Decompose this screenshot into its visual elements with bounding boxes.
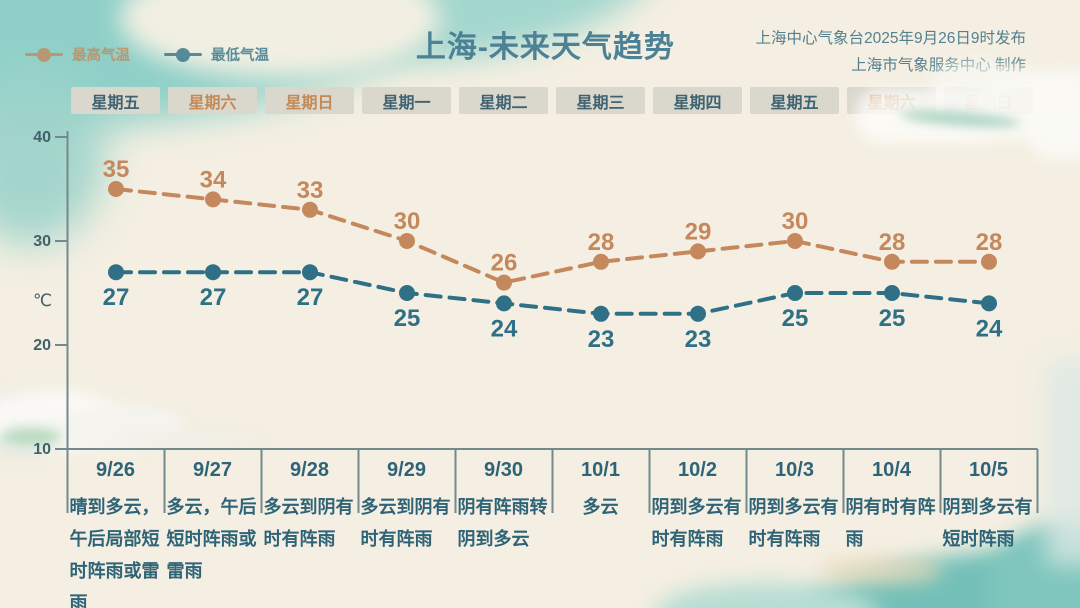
high-temp-point [981, 253, 997, 270]
forecast-condition: 多云，午后短时阵雨或雷雨 [166, 497, 257, 581]
forecast-date: 9/28 [290, 459, 329, 481]
low-temp-point [108, 264, 124, 281]
daily-forecast-table: 9/26 晴到多云，午后局部短时阵雨或雷雨 9/27 多云，午后短时阵雨或雷雨 9/28… [67, 449, 1037, 608]
high-temp-value-label: 33 [297, 177, 324, 204]
forecast-day-column: 9/27 多云，午后短时阵雨或雷雨 [164, 449, 261, 608]
high-temp-point [884, 253, 900, 270]
forecast-day-column: 10/1 多云 [552, 449, 649, 608]
high-temp-value-label: 26 [491, 250, 518, 277]
high-temp-point [690, 243, 706, 260]
high-temp-point [593, 253, 609, 270]
low-temp-value-label: 27 [200, 284, 227, 311]
forecast-day-column: 10/2 阴到多云有时有阵雨 [649, 449, 746, 608]
issued-by-text: 上海中心气象台2025年9月26日9时发布 [755, 30, 1026, 47]
low-temp-point [302, 264, 318, 281]
forecast-date: 9/27 [193, 459, 232, 481]
high-temp-point [496, 274, 512, 291]
forecast-date: 10/5 [969, 459, 1008, 481]
forecast-date: 9/26 [96, 459, 135, 481]
forecast-day-column: 9/26 晴到多云，午后局部短时阵雨或雷雨 [67, 449, 164, 608]
low-temp-point [884, 285, 900, 301]
y-tick-label: 40 [33, 129, 51, 146]
forecast-condition: 晴到多云，午后局部短时阵雨或雷雨 [69, 497, 160, 608]
high-temp-point [205, 191, 221, 208]
high-temp-point [302, 201, 318, 218]
forecast-date: 9/30 [484, 459, 523, 481]
low-temp-point [205, 264, 221, 281]
high-temp-value-label: 35 [103, 156, 130, 183]
forecast-date: 10/2 [678, 459, 717, 481]
forecast-date: 10/4 [872, 459, 911, 481]
high-temp-value-label: 34 [200, 166, 227, 193]
y-tick-label: 30 [33, 233, 51, 250]
low-temp-value-label: 25 [394, 305, 421, 332]
low-temp-point [593, 305, 609, 322]
forecast-condition: 多云 [582, 497, 619, 517]
low-temp-value-label: 23 [685, 326, 712, 353]
y-tick-label: 20 [33, 337, 51, 354]
high-temp-value-label: 28 [588, 229, 615, 256]
weekday-tab: 星期三 [556, 87, 645, 114]
weekday-tab: 星期四 [653, 87, 742, 114]
forecast-condition: 阴到多云有短时阵雨 [942, 497, 1033, 549]
forecast-day-column: 9/28 多云到阴有时有阵雨 [261, 449, 358, 608]
y-tick-label: 10 [33, 441, 51, 458]
high-temp-value-label: 30 [394, 208, 421, 235]
forecast-day-column: 9/29 多云到阴有时有阵雨 [358, 449, 455, 608]
high-temp-point [787, 233, 803, 249]
low-temp-line [114, 270, 991, 316]
forecast-date: 10/1 [581, 459, 620, 481]
high-temp-value-label: 28 [976, 229, 1003, 256]
low-temp-value-label: 25 [782, 305, 809, 332]
high-temp-line [114, 187, 991, 285]
low-temp-point [496, 295, 512, 312]
forecast-condition: 多云到阴有时有阵雨 [360, 497, 451, 549]
low-temp-point [981, 295, 997, 312]
forecast-day-column: 10/5 阴到多云有短时阵雨 [940, 449, 1037, 608]
high-temp-value-label: 28 [879, 229, 906, 256]
low-temp-point [399, 285, 415, 301]
y-axis-unit-label: ℃ [33, 291, 52, 310]
low-temp-value-label: 25 [879, 305, 906, 332]
high-temp-point [399, 233, 415, 249]
low-temp-value-label: 23 [588, 326, 615, 353]
forecast-condition: 阴有阵雨转阴到多云 [457, 497, 548, 549]
high-temp-value-label: 30 [782, 208, 809, 235]
forecast-day-column: 10/3 阴到多云有时有阵雨 [746, 449, 843, 608]
weekday-tab: 星期五 [750, 87, 839, 114]
forecast-date: 10/3 [775, 459, 814, 481]
low-temp-value-label: 27 [297, 284, 324, 311]
forecast-day-column: 9/30 阴有阵雨转阴到多云 [455, 449, 552, 608]
forecast-date: 9/29 [387, 459, 426, 481]
forecast-condition: 阴有时有阵雨 [845, 497, 936, 549]
forecast-day-column: 10/4 阴有时有阵雨 [843, 449, 940, 608]
high-temp-value-label: 29 [685, 218, 712, 245]
forecast-condition: 多云到阴有时有阵雨 [263, 497, 354, 549]
low-temp-value-label: 27 [103, 284, 130, 311]
low-temp-value-label: 24 [976, 315, 1003, 342]
low-temp-point [787, 285, 803, 301]
low-temp-value-label: 24 [491, 315, 518, 342]
forecast-condition: 阴到多云有时有阵雨 [748, 497, 839, 549]
forecast-condition: 阴到多云有时有阵雨 [651, 497, 742, 549]
low-temp-point [690, 305, 706, 322]
high-temp-point [108, 181, 124, 197]
